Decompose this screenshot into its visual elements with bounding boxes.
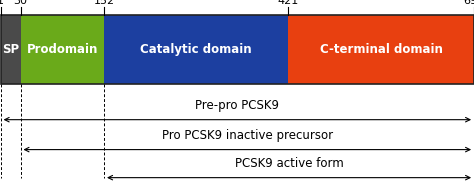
Text: PCSK9 active form: PCSK9 active form [235,157,344,170]
Text: Pro PCSK9 inactive precursor: Pro PCSK9 inactive precursor [162,129,333,142]
Bar [288,15,474,84]
Bar [104,15,288,84]
Bar [0,15,474,84]
Text: 152: 152 [93,0,115,6]
Text: SP: SP [2,43,19,56]
Text: 421: 421 [278,0,299,6]
Text: 30: 30 [14,0,27,6]
Bar [20,15,104,84]
Text: 1: 1 [0,0,4,6]
Text: C-terminal domain: C-terminal domain [320,43,443,56]
Text: Pre-pro PCSK9: Pre-pro PCSK9 [195,99,279,112]
Bar [0,15,20,84]
Text: 692: 692 [464,0,474,6]
Text: Prodomain: Prodomain [27,43,98,56]
Text: Catalytic domain: Catalytic domain [140,43,252,56]
